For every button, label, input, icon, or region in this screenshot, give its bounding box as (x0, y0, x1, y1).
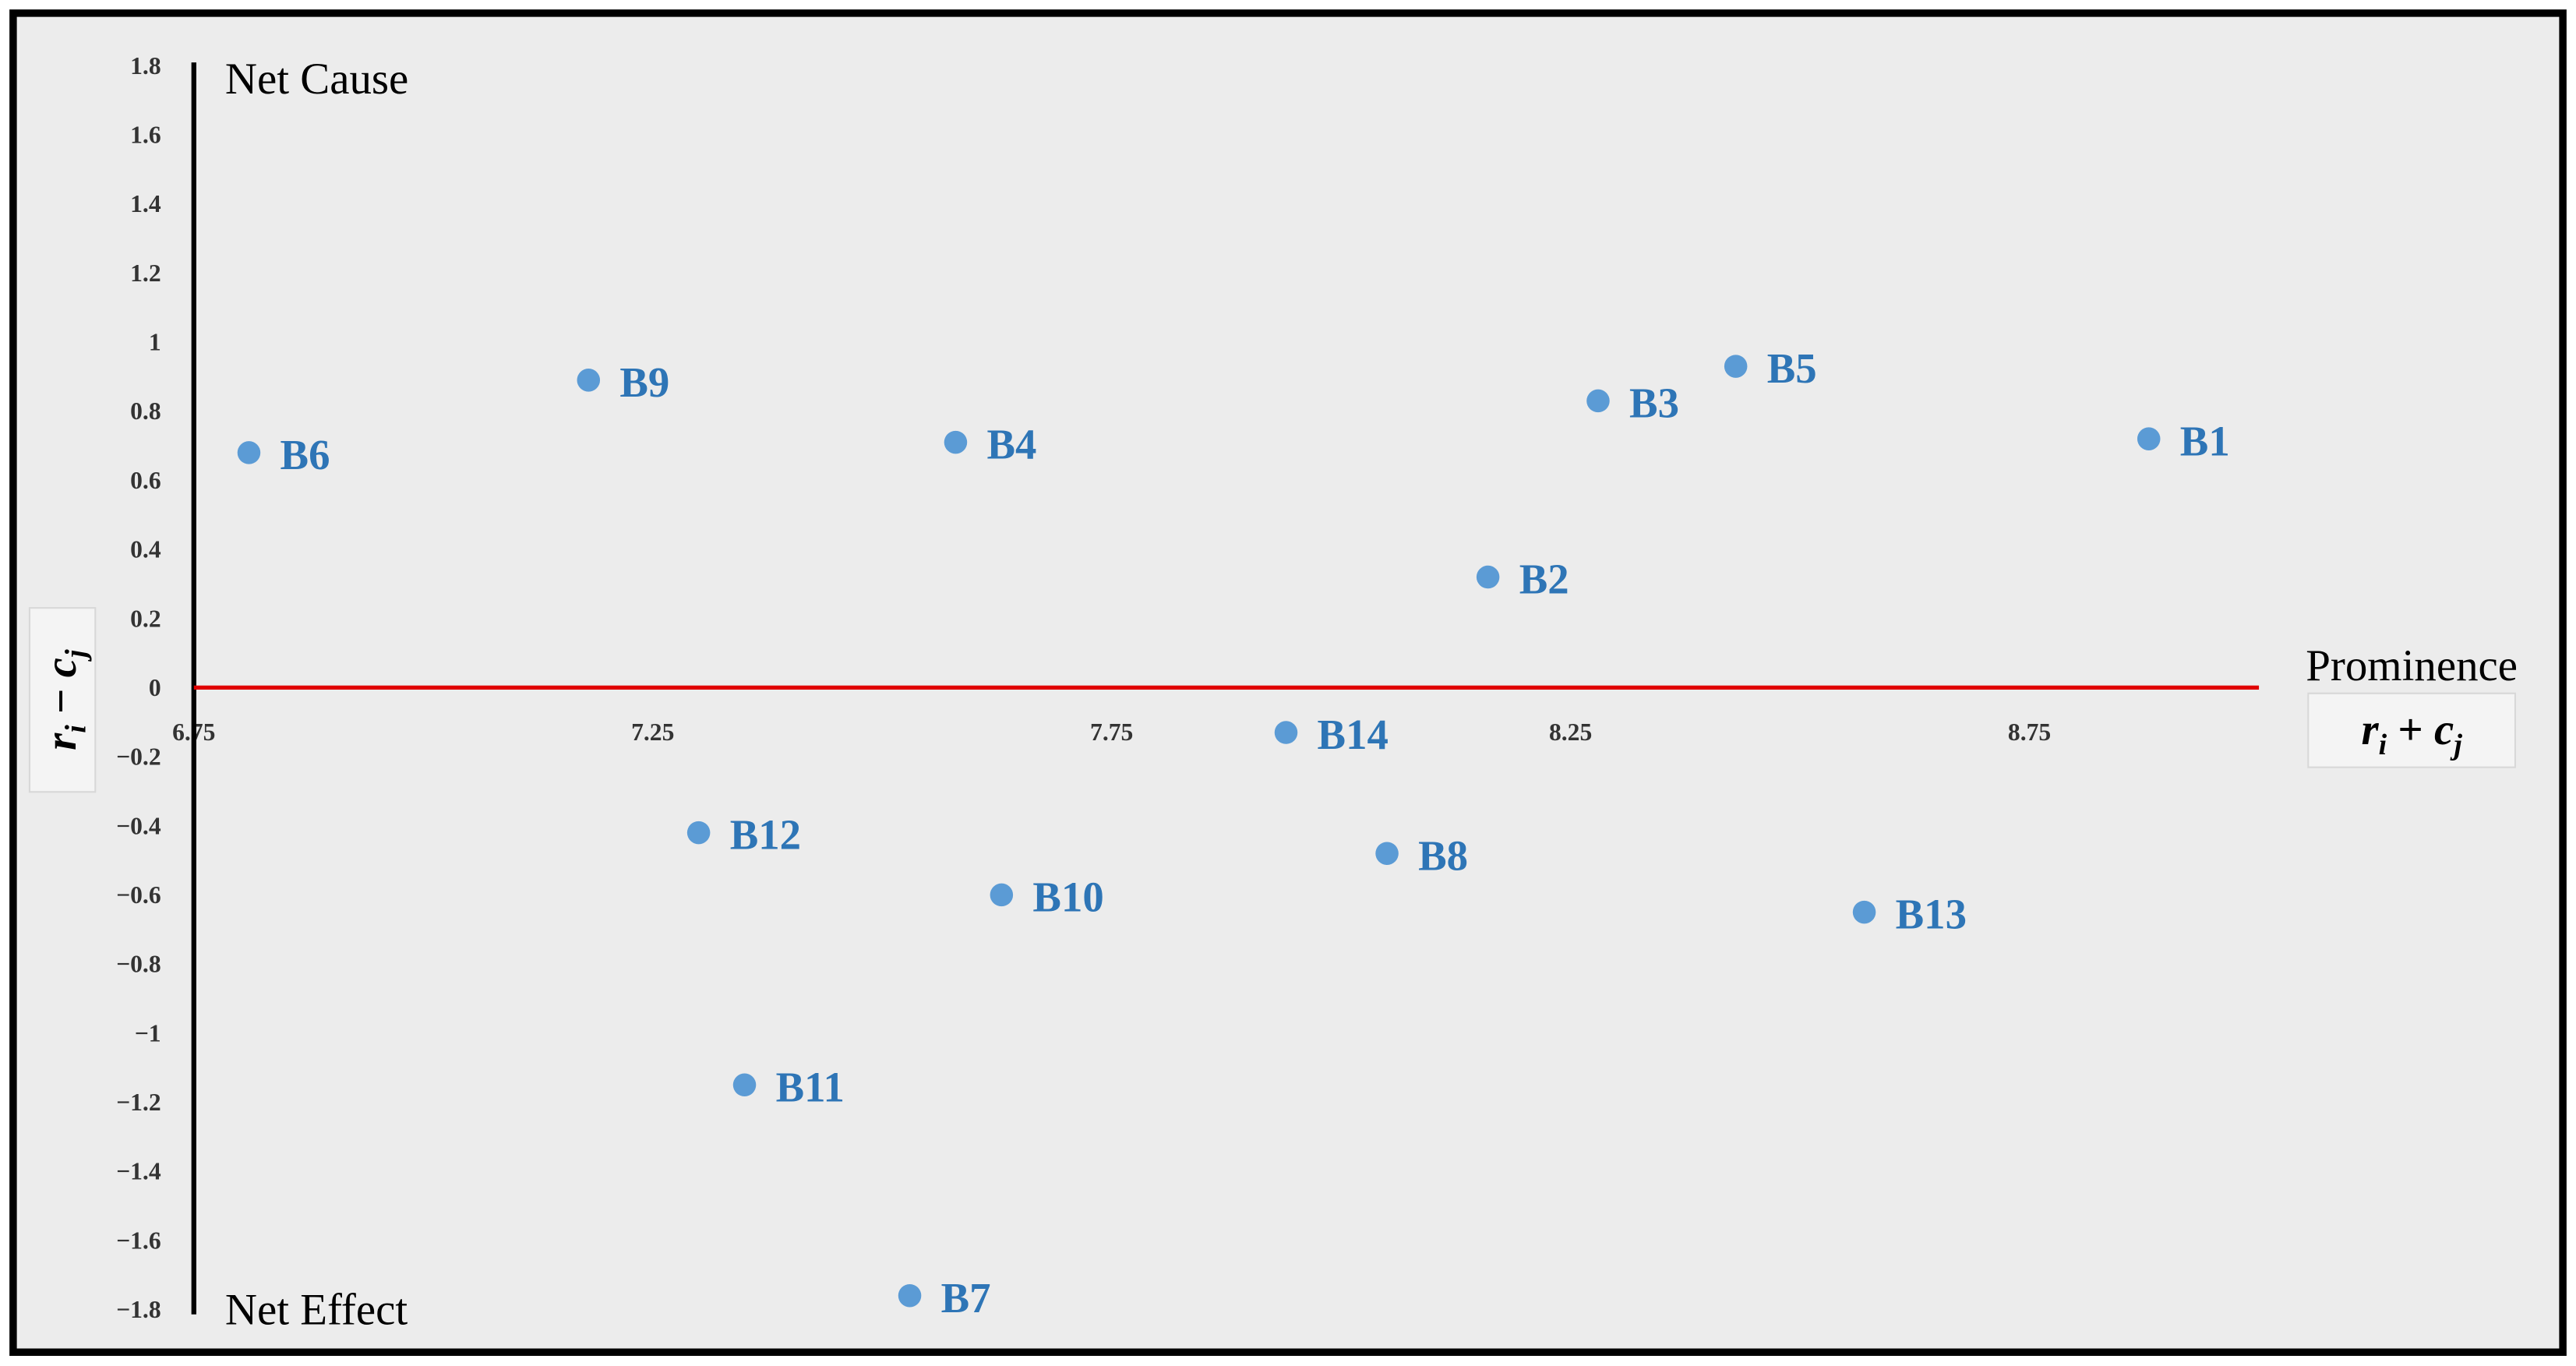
x-label-part: i (2379, 729, 2387, 761)
y-label-part: − (37, 677, 86, 725)
y-label-box (28, 607, 97, 793)
y-label-part: i (60, 725, 93, 733)
point (686, 821, 711, 845)
x-label-box (2307, 692, 2517, 768)
x-label-part: r (2361, 705, 2379, 754)
y-tick-label: 1.2 (130, 259, 161, 287)
point-label: B13 (1896, 891, 1967, 938)
point-label: B9 (619, 358, 669, 406)
point (1852, 900, 1876, 924)
point-label: B3 (1629, 379, 1679, 427)
y-tick-label: 0.8 (130, 397, 161, 425)
chart-frame (9, 9, 2567, 1357)
point-label: B4 (987, 421, 1037, 468)
x-label-part: + (2387, 705, 2434, 754)
y-tick-label: −0.8 (116, 951, 161, 978)
point-label: B1 (2180, 417, 2230, 464)
point-label: B2 (1519, 556, 1569, 603)
y-tick-label: 0.6 (130, 467, 161, 494)
y-tick-label: −0.4 (116, 812, 161, 839)
y-tick-label: −0.2 (116, 743, 161, 771)
point (1274, 721, 1298, 744)
point (577, 369, 601, 392)
y-label-part: c (37, 658, 86, 677)
point-label: B14 (1318, 711, 1389, 758)
y-tick-label: 0 (149, 674, 161, 701)
x-tick-label: 7.75 (1090, 718, 1133, 746)
point (1724, 355, 1748, 378)
point-label: B7 (941, 1274, 991, 1322)
y-tick-label: 1.4 (130, 190, 161, 217)
x-label-part: c (2434, 705, 2454, 754)
net-cause-label: Net Cause (225, 55, 408, 104)
net-effect-label: Net Effect (225, 1285, 408, 1334)
y-tick-label: 0.4 (130, 536, 161, 563)
y-tick-label: −1.6 (116, 1227, 161, 1254)
x-tick-label: 8.25 (1549, 718, 1592, 746)
y-tick-label: 1.8 (130, 52, 161, 79)
point-label: B10 (1032, 873, 1103, 920)
point (1476, 565, 1500, 589)
y-tick-label: −1.4 (116, 1158, 161, 1185)
point (990, 883, 1014, 907)
point (1586, 389, 1610, 413)
y-tick-label: −1.8 (116, 1296, 161, 1323)
y-tick-label: −0.6 (116, 881, 161, 909)
point-label: B8 (1418, 831, 1468, 879)
y-tick-label: −1 (135, 1019, 161, 1047)
y-tick-label: 1.6 (130, 122, 161, 149)
y-tick-label: −1.2 (116, 1089, 161, 1116)
point (944, 430, 968, 454)
point-label: B12 (730, 811, 801, 859)
y-tick-label: 0.2 (130, 605, 161, 632)
point (1375, 842, 1399, 865)
point (898, 1283, 922, 1308)
point-label: B5 (1767, 344, 1817, 392)
x-title: Prominence (2306, 641, 2518, 690)
y-tick-label: 1 (149, 329, 161, 356)
point (237, 441, 261, 464)
point-label: B11 (776, 1063, 845, 1110)
point-label: B6 (281, 431, 330, 478)
x-label-part: j (2450, 729, 2462, 761)
y-label: ri − cj (37, 649, 93, 750)
y-label-part: r (37, 732, 86, 750)
point (732, 1073, 757, 1097)
x-tick-label: 8.75 (2008, 718, 2051, 746)
point (2137, 427, 2161, 450)
x-tick-label: 7.25 (631, 718, 674, 746)
x-label: ri + cj (2361, 705, 2462, 761)
